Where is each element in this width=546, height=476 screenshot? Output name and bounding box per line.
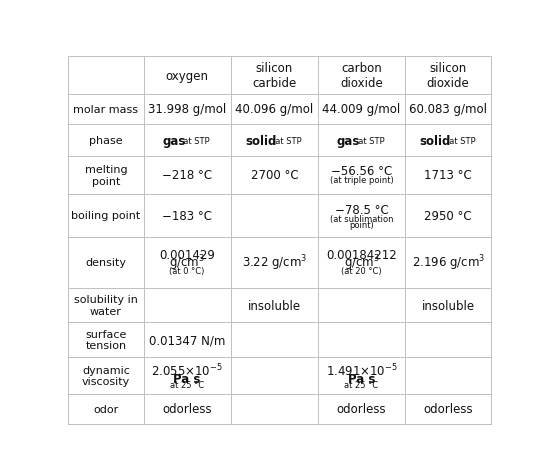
Text: (at 0 °C): (at 0 °C): [169, 267, 205, 276]
Text: point): point): [349, 220, 374, 229]
Text: −56.56 °C: −56.56 °C: [331, 165, 392, 178]
Text: density: density: [85, 258, 127, 268]
Text: gas: gas: [162, 134, 186, 147]
Text: −183 °C: −183 °C: [162, 209, 212, 222]
Text: at STP: at STP: [353, 136, 384, 145]
Text: silicon
carbide: silicon carbide: [252, 62, 296, 90]
Text: 40.096 g/mol: 40.096 g/mol: [235, 103, 313, 116]
Text: melting
point: melting point: [85, 165, 127, 187]
Text: at 25 °C: at 25 °C: [345, 380, 378, 389]
Text: 60.083 g/mol: 60.083 g/mol: [410, 103, 487, 116]
Text: 2.055×10$^{-5}$: 2.055×10$^{-5}$: [151, 362, 223, 379]
Text: at STP: at STP: [179, 136, 210, 145]
Text: 44.009 g/mol: 44.009 g/mol: [322, 103, 401, 116]
Text: −78.5 °C: −78.5 °C: [335, 203, 388, 217]
Text: odorless: odorless: [424, 403, 473, 416]
Text: solubility in
water: solubility in water: [74, 295, 138, 317]
Text: 2950 °C: 2950 °C: [424, 209, 472, 222]
Text: insoluble: insoluble: [422, 299, 475, 312]
Text: −218 °C: −218 °C: [162, 169, 212, 182]
Text: dynamic
viscosity: dynamic viscosity: [82, 365, 130, 387]
Text: silicon
dioxide: silicon dioxide: [427, 62, 470, 90]
Text: phase: phase: [89, 136, 123, 146]
Text: at STP: at STP: [270, 136, 302, 145]
Text: carbon
dioxide: carbon dioxide: [340, 62, 383, 90]
Text: solid: solid: [245, 134, 277, 147]
Text: insoluble: insoluble: [248, 299, 301, 312]
Text: g/cm$^3$: g/cm$^3$: [169, 253, 205, 273]
Text: (at triple point): (at triple point): [330, 176, 393, 185]
Text: molar mass: molar mass: [73, 105, 138, 115]
Text: 3.22 g/cm$^3$: 3.22 g/cm$^3$: [242, 253, 307, 273]
Text: 0.00184212: 0.00184212: [326, 248, 397, 261]
Text: odorless: odorless: [162, 403, 212, 416]
Text: Pa s: Pa s: [348, 372, 375, 385]
Text: 2700 °C: 2700 °C: [251, 169, 298, 182]
Text: (at 20 °C): (at 20 °C): [341, 267, 382, 276]
Text: solid: solid: [419, 134, 450, 147]
Text: 31.998 g/mol: 31.998 g/mol: [148, 103, 226, 116]
Text: 0.001429: 0.001429: [159, 248, 215, 261]
Text: 1.491×10$^{-5}$: 1.491×10$^{-5}$: [325, 362, 397, 379]
Text: 1713 °C: 1713 °C: [424, 169, 472, 182]
Text: (at sublimation: (at sublimation: [330, 215, 393, 224]
Text: odor: odor: [93, 404, 118, 414]
Text: surface
tension: surface tension: [85, 329, 127, 351]
Text: gas: gas: [336, 134, 360, 147]
Text: at 25 °C: at 25 °C: [170, 380, 204, 389]
Text: boiling point: boiling point: [72, 211, 140, 221]
Text: 2.196 g/cm$^3$: 2.196 g/cm$^3$: [412, 253, 485, 273]
Text: odorless: odorless: [337, 403, 387, 416]
Text: oxygen: oxygen: [165, 69, 209, 82]
Text: Pa s: Pa s: [174, 372, 201, 385]
Text: at STP: at STP: [444, 136, 476, 145]
Text: g/cm$^3$: g/cm$^3$: [343, 253, 379, 273]
Text: 0.01347 N/m: 0.01347 N/m: [149, 333, 225, 347]
